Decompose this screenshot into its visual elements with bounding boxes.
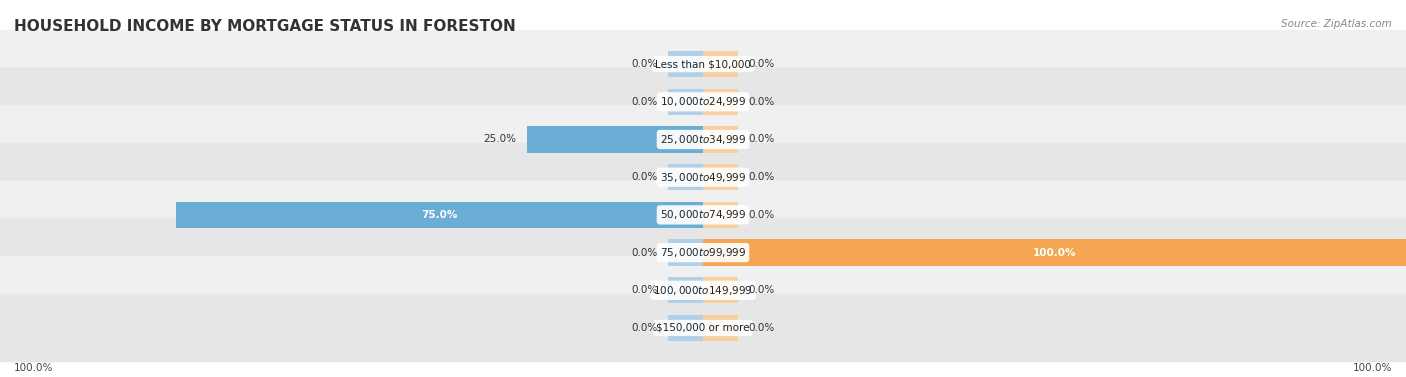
Text: 75.0%: 75.0% (422, 210, 457, 220)
FancyBboxPatch shape (0, 181, 1406, 249)
Bar (668, 164, 703, 190)
Bar (668, 277, 703, 303)
Text: $25,000 to $34,999: $25,000 to $34,999 (659, 133, 747, 146)
Bar (668, 315, 703, 341)
Text: $100,000 to $149,999: $100,000 to $149,999 (654, 284, 752, 297)
FancyBboxPatch shape (0, 67, 1406, 136)
Text: 25.0%: 25.0% (484, 135, 517, 144)
FancyBboxPatch shape (0, 105, 1406, 174)
Bar (703, 126, 738, 153)
Bar (527, 126, 703, 153)
Bar (703, 202, 738, 228)
Bar (703, 51, 738, 77)
Legend: Without Mortgage, With Mortgage: Without Mortgage, With Mortgage (582, 376, 824, 377)
Text: 100.0%: 100.0% (1033, 248, 1076, 257)
Text: $50,000 to $74,999: $50,000 to $74,999 (659, 208, 747, 221)
Text: 0.0%: 0.0% (631, 59, 657, 69)
Bar (668, 89, 703, 115)
FancyBboxPatch shape (0, 294, 1406, 362)
Bar (668, 239, 703, 266)
Text: HOUSEHOLD INCOME BY MORTGAGE STATUS IN FORESTON: HOUSEHOLD INCOME BY MORTGAGE STATUS IN F… (14, 19, 516, 34)
Text: 0.0%: 0.0% (631, 285, 657, 295)
Text: 0.0%: 0.0% (631, 323, 657, 333)
FancyBboxPatch shape (0, 256, 1406, 325)
FancyBboxPatch shape (0, 143, 1406, 211)
Text: $75,000 to $99,999: $75,000 to $99,999 (659, 246, 747, 259)
Text: 0.0%: 0.0% (749, 210, 775, 220)
Text: 100.0%: 100.0% (14, 363, 53, 373)
Text: 0.0%: 0.0% (749, 135, 775, 144)
Bar (703, 315, 738, 341)
Text: 0.0%: 0.0% (749, 285, 775, 295)
Text: 0.0%: 0.0% (749, 59, 775, 69)
Bar (668, 51, 703, 77)
Bar (703, 164, 738, 190)
Text: Less than $10,000: Less than $10,000 (655, 59, 751, 69)
Text: $35,000 to $49,999: $35,000 to $49,999 (659, 171, 747, 184)
Text: 0.0%: 0.0% (631, 248, 657, 257)
FancyBboxPatch shape (0, 218, 1406, 287)
Text: $10,000 to $24,999: $10,000 to $24,999 (659, 95, 747, 108)
Bar (176, 202, 703, 228)
Bar (703, 277, 738, 303)
Text: 0.0%: 0.0% (749, 172, 775, 182)
Text: 0.0%: 0.0% (749, 97, 775, 107)
Text: 0.0%: 0.0% (631, 172, 657, 182)
Text: 0.0%: 0.0% (631, 97, 657, 107)
Text: $150,000 or more: $150,000 or more (657, 323, 749, 333)
Bar (703, 239, 1406, 266)
Bar (703, 89, 738, 115)
Text: 100.0%: 100.0% (1353, 363, 1392, 373)
Text: 0.0%: 0.0% (749, 323, 775, 333)
FancyBboxPatch shape (0, 30, 1406, 98)
Text: Source: ZipAtlas.com: Source: ZipAtlas.com (1281, 19, 1392, 29)
